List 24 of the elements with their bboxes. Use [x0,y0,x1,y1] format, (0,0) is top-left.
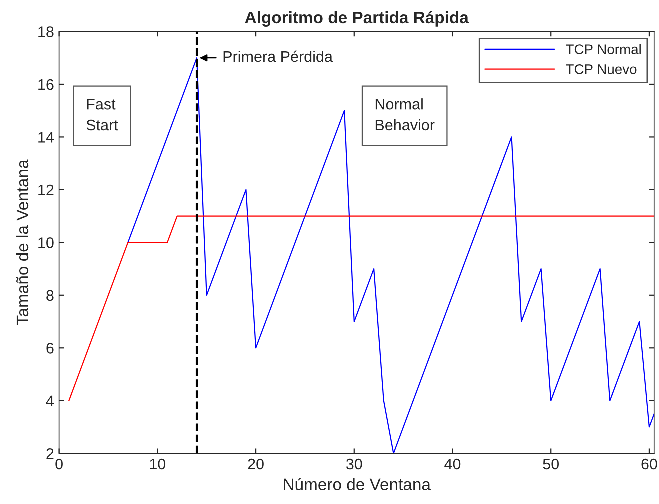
x-tick-label: 20 [248,458,264,470]
y-tick-label: 14 [38,132,54,143]
y-tick-label: 12 [38,184,54,196]
x-tick-label: 10 [150,458,166,470]
x-tick-label: 60 [642,458,658,470]
y-tick-label: 16 [38,79,54,90]
x-tick-label: 40 [444,458,461,470]
x-tick-label: 30 [346,458,362,470]
y-tick-label: 2 [46,448,54,460]
chart-title: Algoritmo de Partida Rápida [245,11,470,27]
annotation: Fast Start [86,99,118,131]
y-tick-label: 10 [38,238,54,248]
y-tick-label: 6 [46,343,54,354]
legend-label: TCP Normal [566,44,641,54]
y-tick-label: 18 [38,26,54,38]
y-tick-label: 4 [46,396,54,406]
y-axis-title: Tamaño de la Ventana [16,160,29,326]
y-tick-label: 8 [46,290,54,302]
legend-label: TCP Nuevo [566,64,637,74]
annotation: Primera Pérdida [224,50,333,62]
x-axis-title: Número de Ventana [284,478,431,490]
x-tick-label: 0 [56,458,63,470]
annotation: Normal Behavior [376,98,435,131]
x-tick-label: 50 [543,458,560,470]
